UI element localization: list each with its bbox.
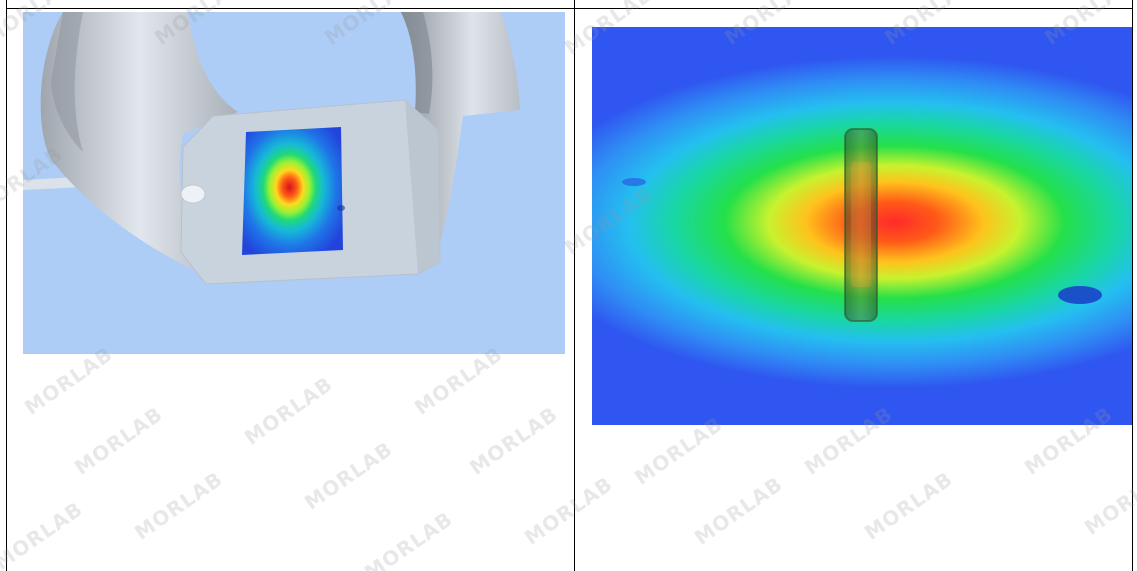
sar-distribution-patch	[242, 127, 343, 255]
table-cell-right	[576, 9, 1132, 571]
watch-strap-left	[40, 12, 238, 274]
table-top-border	[6, 8, 1133, 9]
probe-outline	[844, 128, 878, 322]
table-left-border	[6, 0, 7, 571]
table-right-border	[1132, 0, 1133, 571]
heatmap-low-spot	[1058, 286, 1102, 304]
table-column-divider	[574, 0, 575, 571]
table-cell-left	[7, 9, 574, 571]
sar-heatmap-figure	[592, 27, 1132, 425]
sar-3d-model-figure	[23, 12, 565, 354]
crown-button	[180, 184, 206, 204]
